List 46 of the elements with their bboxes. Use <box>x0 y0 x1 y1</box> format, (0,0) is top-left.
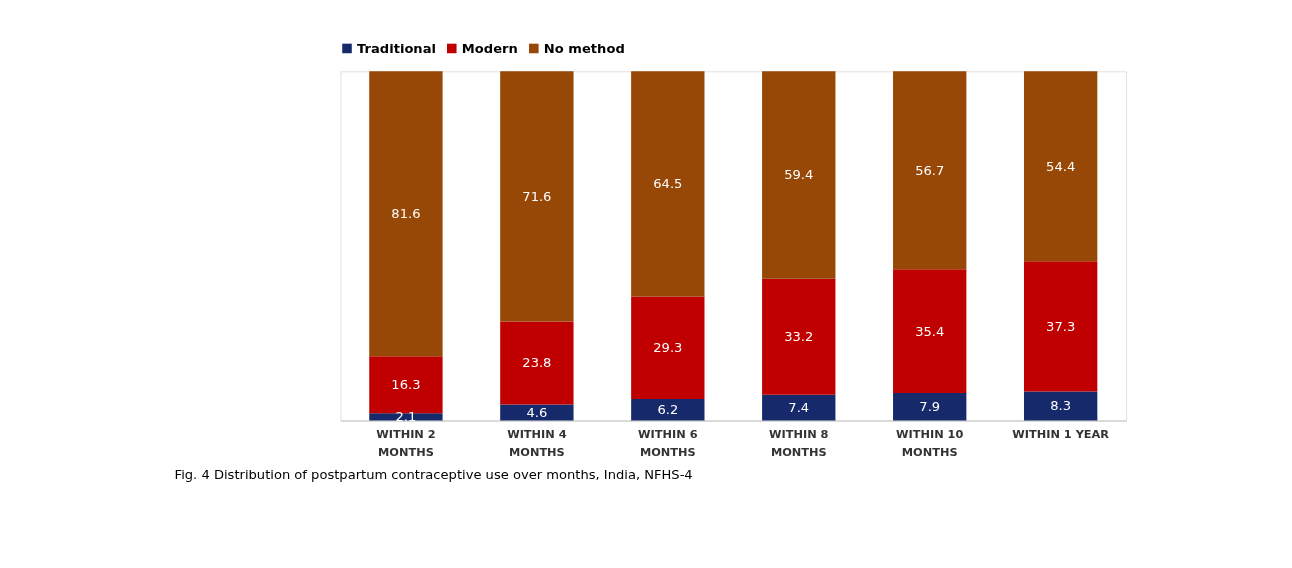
data-label: 59.4 <box>784 167 814 183</box>
bar <box>1024 391 1098 421</box>
x-tick-label: WITHIN 10 MONTHS <box>896 427 964 459</box>
data-label: 54.4 <box>1046 158 1076 174</box>
bar <box>893 269 967 393</box>
bar <box>369 71 443 357</box>
legend-label: Modern <box>461 40 518 56</box>
bar <box>500 404 574 421</box>
bar <box>369 413 443 421</box>
bar <box>1024 261 1098 392</box>
bar <box>500 321 574 405</box>
bar <box>631 71 705 297</box>
data-label: 8.3 <box>1050 398 1072 414</box>
data-label: 33.2 <box>784 329 814 345</box>
bar <box>762 71 836 279</box>
bar <box>893 71 967 270</box>
bar <box>762 394 836 421</box>
bar <box>1024 71 1098 262</box>
data-label: 64.5 <box>653 176 683 192</box>
legend-label: Traditional <box>357 40 436 56</box>
bar <box>369 356 443 414</box>
data-label: 6.2 <box>657 402 679 418</box>
caption: Fig. 4 Distribution of postpartum contraceptive use over months, India, NFHS-4 <box>174 467 693 483</box>
data-label: 37.3 <box>1046 318 1076 334</box>
legend-label: No method <box>543 40 625 56</box>
bar <box>762 278 836 395</box>
bar <box>500 71 574 322</box>
data-label: 29.3 <box>653 340 683 356</box>
x-tick-label: WITHIN 1 YEAR <box>1012 427 1110 442</box>
data-label: 16.3 <box>391 377 421 393</box>
data-label: 56.7 <box>915 162 945 178</box>
data-label: 35.4 <box>915 323 945 339</box>
x-tick-label: WITHIN 8 MONTHS <box>769 427 829 459</box>
bar <box>631 296 705 399</box>
data-label: 71.6 <box>522 188 552 204</box>
data-label: 23.8 <box>522 355 552 371</box>
x-tick-label: WITHIN 4 MONTHS <box>507 427 567 459</box>
bar <box>631 398 705 421</box>
data-label: 2.1 <box>395 409 417 425</box>
data-label: 4.6 <box>526 404 548 420</box>
bar <box>893 392 967 421</box>
data-label: 7.4 <box>788 400 810 416</box>
data-label: 7.9 <box>919 399 941 415</box>
data-label: 81.6 <box>391 206 421 222</box>
x-tick-label: WITHIN 6 MONTHS <box>638 427 698 459</box>
x-tick-label: WITHIN 2 MONTHS <box>376 427 436 459</box>
